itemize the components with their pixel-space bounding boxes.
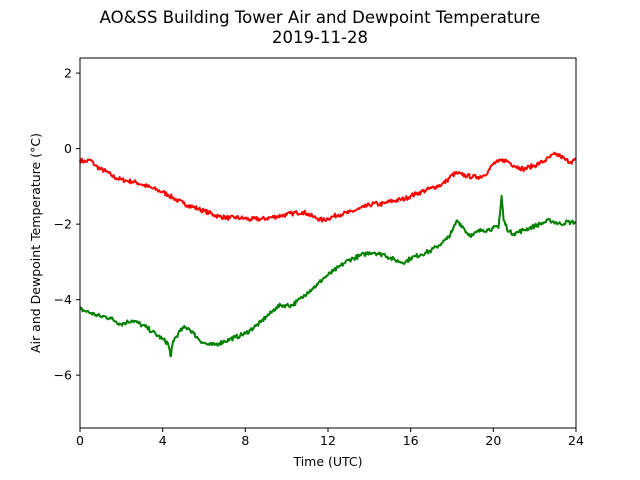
y-axis-label: Air and Dewpoint Temperature (°C) [28,133,43,353]
x-axis-label: Time (UTC) [292,454,362,469]
y-tick-label: −6 [54,368,72,383]
x-tick-label: 20 [485,433,501,448]
chart-subtitle: 2019-11-28 [272,28,368,47]
y-tick-label: −4 [54,292,72,307]
dewpoint-temperature-line [79,194,577,358]
x-tick-label: 0 [76,433,84,448]
x-tick-label: 8 [241,433,249,448]
series-layer [79,151,577,358]
plot-frame [79,57,577,429]
x-tick-label: 16 [403,433,419,448]
y-tick-label: 2 [64,66,72,81]
chart-title: AO&SS Building Tower Air and Dewpoint Te… [99,8,541,27]
air-temperature-line [79,151,577,223]
y-tick-label: −2 [54,217,72,232]
x-tick-label: 24 [568,433,584,448]
x-tick-label: 4 [159,433,167,448]
y-tick-label: 0 [64,141,72,156]
x-tick-label: 12 [320,433,336,448]
tick-layer: 0 4 8 12 16 20 24 −6 −4 −2 0 2 [54,66,584,448]
